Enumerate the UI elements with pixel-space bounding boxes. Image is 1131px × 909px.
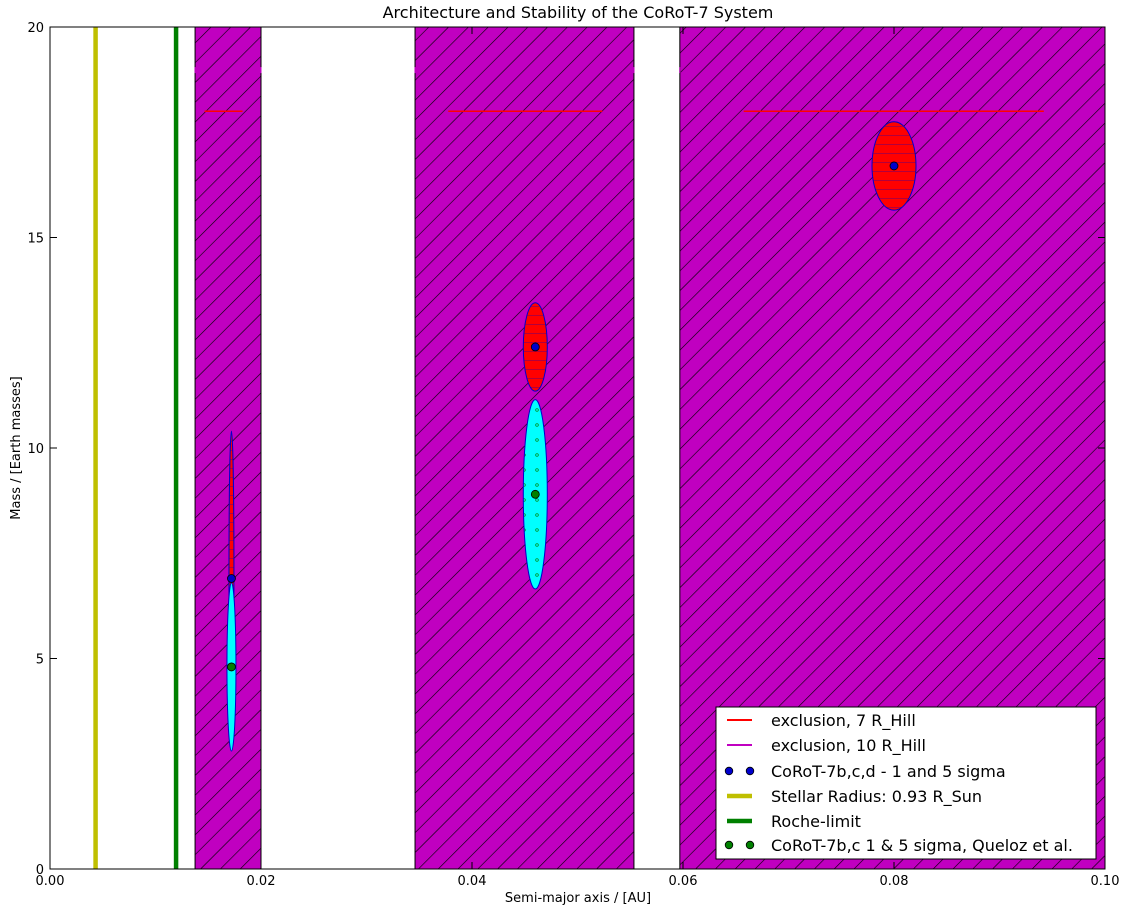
- y-axis-label: Mass / [Earth masses]: [9, 376, 24, 519]
- planet-point-2: [889, 161, 899, 171]
- planet-point-1: [530, 342, 540, 352]
- chart-title: Architecture and Stability of the CoRoT-…: [383, 3, 774, 22]
- queloz-point-0: [227, 662, 236, 672]
- legend-box: [715, 706, 1097, 860]
- x-tick-label: 0.02: [247, 874, 276, 889]
- axis-ticks: 0.00 0.02 0.04 0.06 0.08 0.10 0 5 10 15 20: [27, 21, 1119, 889]
- x-tick-label: 0.04: [458, 874, 487, 889]
- y-tick-label: 0: [36, 863, 44, 878]
- planet-point-0: [227, 574, 236, 583]
- legend-swatch-point: [745, 840, 755, 850]
- legend-label: CoRoT-7b,c,d - 1 and 5 sigma: [771, 762, 1006, 781]
- x-tick-label: 0.08: [880, 874, 909, 889]
- y-tick-label: 10: [27, 442, 44, 457]
- legend-label: Stellar Radius: 0.93 R_Sun: [771, 787, 982, 807]
- y-tick-label: 20: [27, 21, 44, 36]
- x-tick-label: 0.10: [1091, 874, 1120, 889]
- legend-label: Roche-limit: [771, 812, 861, 831]
- legend-swatch-point: [724, 840, 734, 850]
- legend-label: CoRoT-7b,c 1 & 5 sigma, Queloz et al.: [771, 836, 1073, 855]
- legend: exclusion, 7 R_Hill exclusion, 10 R_Hill C…: [715, 706, 1097, 860]
- y-tick-label: 15: [27, 232, 44, 247]
- x-tick-label: 0.06: [669, 874, 698, 889]
- x-axis-label: Semi-major axis / [AU]: [505, 891, 651, 906]
- legend-label: exclusion, 10 R_Hill: [771, 736, 926, 756]
- legend-label: exclusion, 7 R_Hill: [771, 711, 916, 731]
- legend-swatch-point: [724, 766, 734, 776]
- y-tick-label: 5: [36, 653, 44, 668]
- legend-swatch-point: [745, 766, 755, 776]
- exclusion-zone-0: [194, 27, 262, 869]
- x-tick-label: 0.00: [36, 874, 65, 889]
- queloz-point-1: [530, 489, 540, 499]
